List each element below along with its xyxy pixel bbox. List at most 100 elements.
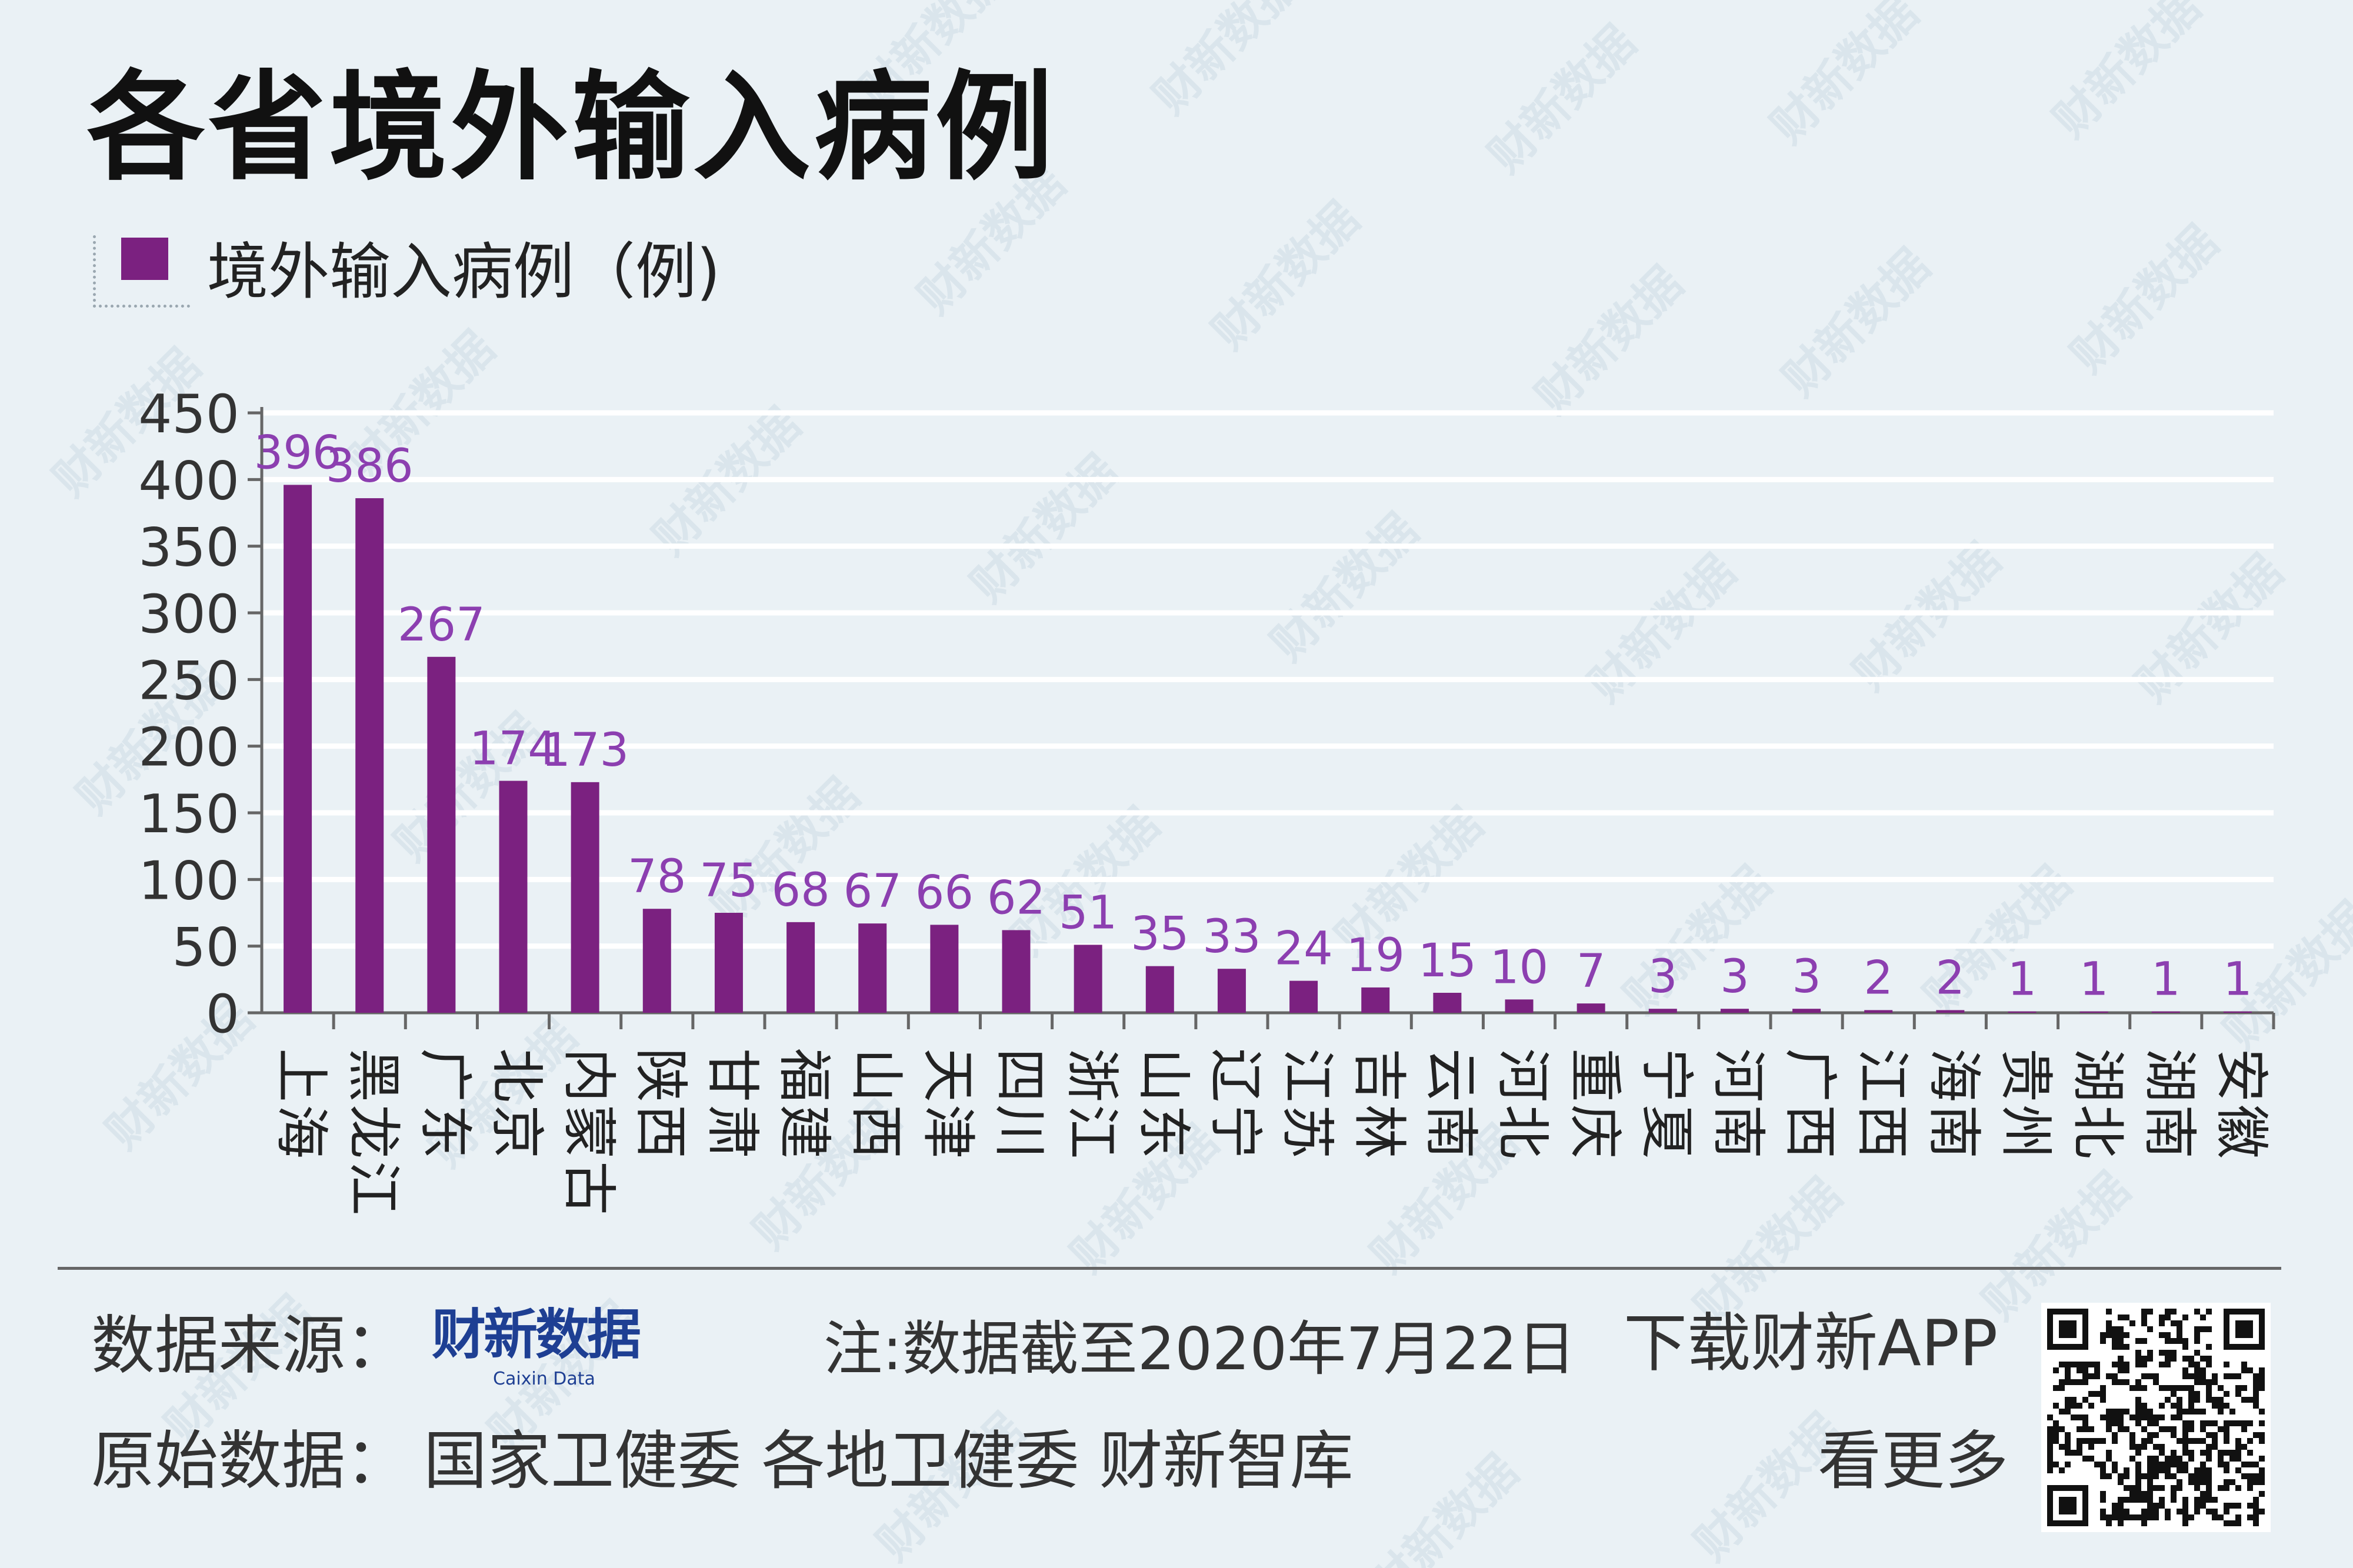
bar xyxy=(642,909,671,1013)
data-note: 注:数据截至2020年7月22日 xyxy=(824,1315,1577,1383)
x-tick-label: 山西 xyxy=(845,1048,908,1161)
data-label: 15 xyxy=(1418,935,1477,987)
x-tick-label: 山东 xyxy=(1132,1048,1195,1161)
y-tick-label: 0 xyxy=(206,983,239,1045)
bar xyxy=(714,913,743,1013)
y-tick-label: 100 xyxy=(138,850,239,912)
x-tick-label: 河北 xyxy=(1491,1048,1554,1161)
bar xyxy=(1792,1009,1821,1013)
data-label: 396 xyxy=(254,426,342,479)
x-tick-label: 广西 xyxy=(1779,1048,1842,1161)
x-tick-label: 贵州 xyxy=(1994,1048,2057,1161)
data-label: 2 xyxy=(1936,952,1965,1005)
x-tick-label: 四川 xyxy=(988,1048,1051,1161)
bar xyxy=(786,922,815,1013)
x-tick-label: 湖北 xyxy=(2066,1048,2129,1161)
logo-text: 财新数据 xyxy=(432,1303,641,1366)
x-tick-label: 江苏 xyxy=(1276,1048,1339,1161)
x-tick-label: 云南 xyxy=(1419,1048,1482,1161)
data-label: 10 xyxy=(1490,941,1548,994)
y-tick-label: 200 xyxy=(138,717,239,779)
qr-code[interactable] xyxy=(2041,1303,2271,1532)
data-label: 66 xyxy=(915,866,974,919)
data-label: 7 xyxy=(1577,945,1606,998)
data-label: 75 xyxy=(699,855,758,908)
bar xyxy=(1577,1003,1605,1013)
x-tick-label: 甘肃 xyxy=(701,1048,764,1161)
bar xyxy=(930,925,959,1013)
y-tick-label: 400 xyxy=(138,450,239,512)
bar xyxy=(1145,966,1174,1013)
page-title: 各省境外输入病例 xyxy=(87,59,1057,196)
caixin-data-logo: 财新数据 Caixin Data xyxy=(432,1308,667,1396)
y-tick-label: 350 xyxy=(138,517,239,579)
y-tick-label: 150 xyxy=(138,783,239,845)
x-tick-label: 江西 xyxy=(1851,1048,1914,1161)
data-label: 19 xyxy=(1347,929,1405,982)
bar xyxy=(571,782,599,1013)
x-tick-label: 安徽 xyxy=(2210,1048,2273,1161)
data-label: 24 xyxy=(1274,923,1332,976)
footer-divider xyxy=(58,1267,2281,1270)
x-tick-label: 福建 xyxy=(773,1048,836,1161)
bar xyxy=(1720,1009,1749,1013)
data-label: 33 xyxy=(1202,910,1261,963)
bar xyxy=(1002,930,1031,1013)
bar xyxy=(1217,969,1246,1013)
bar xyxy=(499,780,528,1013)
download-app-text: 下载财新APP xyxy=(1624,1307,1998,1380)
x-tick-label: 内蒙古 xyxy=(557,1048,620,1217)
bar xyxy=(1433,993,1462,1013)
x-tick-label: 宁夏 xyxy=(1635,1048,1698,1161)
bar xyxy=(1361,987,1390,1013)
data-label: 1 xyxy=(2079,953,2109,1006)
bar xyxy=(2151,1011,2180,1013)
data-label: 174 xyxy=(469,723,557,776)
qr-code-icon xyxy=(2047,1309,2265,1526)
data-label: 3 xyxy=(1648,950,1678,1003)
data-label: 2 xyxy=(1864,952,1893,1005)
x-tick-label: 海南 xyxy=(1922,1048,1985,1161)
legend-label: 境外输入病例（例) xyxy=(207,236,721,308)
logo-subtext: Caixin Data xyxy=(493,1369,595,1389)
data-label: 68 xyxy=(771,864,829,917)
x-tick-label: 广东 xyxy=(414,1048,476,1161)
data-label: 1 xyxy=(2223,953,2252,1006)
x-tick-label: 天津 xyxy=(916,1048,979,1161)
bar xyxy=(1074,945,1102,1013)
bar xyxy=(1505,999,1534,1013)
bar xyxy=(2008,1011,2037,1013)
data-label: 67 xyxy=(844,865,902,918)
x-tick-label: 陕西 xyxy=(629,1048,692,1161)
bar xyxy=(1648,1009,1677,1013)
bar xyxy=(1864,1010,1893,1013)
x-tick-label: 上海 xyxy=(270,1048,333,1161)
bar xyxy=(355,498,384,1013)
y-tick-label: 300 xyxy=(138,583,239,645)
data-label: 62 xyxy=(987,872,1045,925)
x-tick-label: 重庆 xyxy=(1563,1048,1626,1161)
bar xyxy=(1289,980,1318,1013)
legend-box xyxy=(93,235,190,308)
bar xyxy=(2079,1011,2108,1013)
x-tick-label: 辽宁 xyxy=(1204,1048,1267,1161)
x-tick-label: 黑龙江 xyxy=(342,1048,405,1217)
raw-data-label: 原始数据： xyxy=(91,1424,409,1498)
bar xyxy=(1936,1010,1965,1013)
data-label: 51 xyxy=(1059,886,1117,939)
y-tick-label: 450 xyxy=(138,383,239,445)
x-tick-label: 吉林 xyxy=(1348,1048,1411,1161)
data-label: 3 xyxy=(1792,950,1821,1003)
y-tick-label: 250 xyxy=(138,650,239,712)
data-label: 173 xyxy=(541,724,629,777)
data-label: 1 xyxy=(2008,953,2037,1006)
legend-swatch xyxy=(121,238,168,280)
x-tick-label: 河南 xyxy=(1707,1048,1770,1161)
x-tick-label: 湖南 xyxy=(2138,1048,2201,1161)
bar xyxy=(858,923,887,1013)
y-tick-label: 50 xyxy=(172,917,239,979)
data-label: 35 xyxy=(1131,908,1189,961)
raw-data-sources: 国家卫健委 各地卫健委 财新智库 xyxy=(424,1424,1354,1498)
bar xyxy=(427,656,456,1013)
